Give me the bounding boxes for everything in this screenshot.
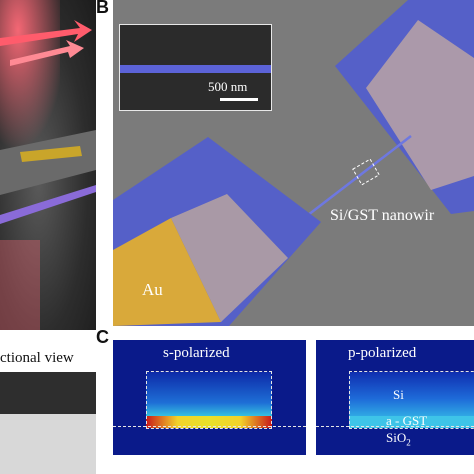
sio2-subscript: 2 — [406, 437, 411, 448]
device-render-graphic — [0, 0, 96, 330]
cross-section-view — [0, 372, 96, 474]
gold-electrode — [113, 218, 221, 326]
sem-graphic — [113, 0, 474, 326]
scale-bar — [220, 98, 258, 101]
sio2-text: SiO — [386, 430, 407, 445]
output-glow — [0, 240, 40, 330]
mode-title: s-polarized — [163, 345, 230, 361]
substrate-interface — [113, 426, 306, 427]
pad-upper-right-gold-overlap — [366, 20, 474, 190]
zoom-inset: 500 nm — [119, 24, 272, 111]
nanowire-label: Si/GST nanowir — [330, 207, 435, 224]
polarization-arrow-2 — [10, 40, 84, 66]
cross-section-label: ctional view — [0, 350, 74, 366]
nanowire — [294, 135, 412, 226]
mode-profile-p: p-polarized Si a - GST SiO2 — [316, 340, 474, 455]
si-region-field — [146, 372, 272, 416]
waveguide-outline — [146, 371, 272, 429]
gst-label: a - GST — [386, 413, 428, 428]
gst-hotspot — [146, 416, 272, 428]
field-map-p — [349, 372, 474, 428]
mode-title: p-polarized — [348, 345, 417, 361]
au-label: Au — [142, 280, 163, 299]
laser-beam — [0, 0, 60, 150]
mode-profile-s: s-polarized — [113, 340, 306, 455]
si-label: Si — [393, 387, 404, 402]
panel-a-cropped: ctional view — [0, 0, 96, 474]
polarization-arrow — [0, 20, 92, 46]
scale-bar-label: 500 nm — [208, 79, 248, 94]
pad-lower-left-overlap — [171, 194, 288, 322]
substrate-surface — [0, 130, 96, 195]
panel-b-letter: B — [96, 0, 109, 17]
gold-electrode — [20, 146, 82, 162]
nanowire-render — [0, 185, 96, 224]
inset-nanowire — [120, 65, 271, 73]
si-region-field — [349, 372, 474, 416]
panel-c-letter: C — [96, 327, 109, 347]
zoom-region-box — [352, 158, 380, 186]
waveguide-outline — [349, 371, 474, 429]
device-render — [0, 0, 96, 330]
substrate-interface — [316, 426, 474, 427]
field-map-s — [146, 372, 272, 428]
sio2-label: SiO2 — [386, 430, 411, 448]
gst-region-field — [349, 416, 474, 428]
sem-micrograph: 500 nm Au Si/GST nanowir — [113, 0, 474, 326]
